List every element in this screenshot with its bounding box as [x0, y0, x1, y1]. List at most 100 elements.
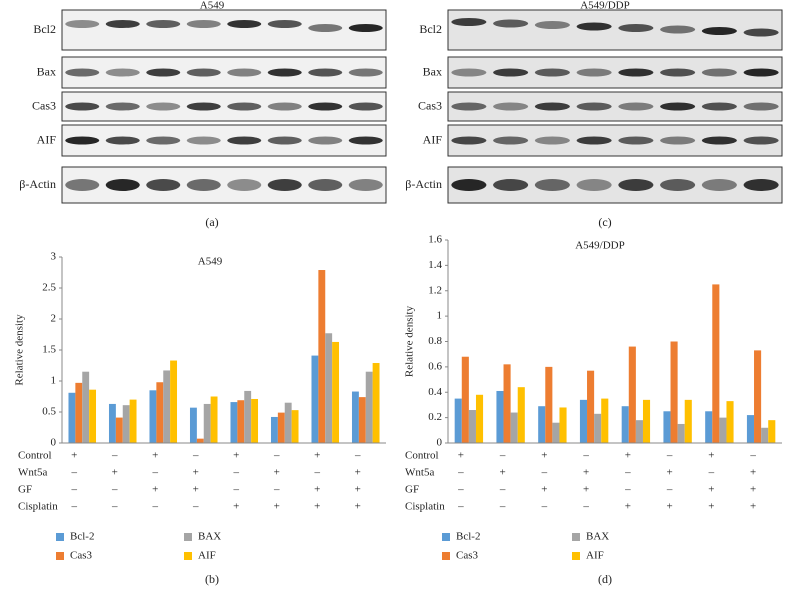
blot-row-label: Cas3 [32, 98, 56, 112]
blot-band [576, 102, 612, 111]
blot-band [348, 24, 383, 32]
bar [642, 399, 651, 443]
chart-title: A549/DDP [575, 240, 625, 252]
bar [517, 387, 525, 443]
bar [311, 355, 319, 443]
treatment-sign: – [111, 501, 118, 513]
treatment-sign: + [667, 501, 673, 513]
treatment-sign: – [749, 450, 756, 462]
bar [545, 366, 553, 443]
bar [284, 402, 292, 443]
treatment-sign: – [457, 484, 464, 496]
treatment-sign: + [625, 450, 631, 462]
bar [454, 398, 462, 443]
bar [372, 363, 380, 443]
blot-band [743, 136, 779, 145]
treatment-label: Cisplatin [18, 501, 58, 513]
blot-band [534, 179, 570, 191]
bar [746, 415, 755, 443]
treatment-sign: – [192, 501, 199, 513]
treatment-sign: – [354, 450, 361, 462]
blot-band [618, 136, 654, 145]
blot-band [493, 179, 529, 191]
blot-band [701, 27, 737, 35]
bar [754, 350, 762, 443]
blot-band [576, 22, 612, 31]
treatment-sign: + [500, 467, 506, 479]
treatment-sign: + [583, 467, 589, 479]
blot-band [451, 68, 487, 77]
treatment-sign: + [71, 450, 77, 462]
treatment-sign: – [152, 467, 159, 479]
legend-label: BAX [586, 531, 609, 543]
blot-band [451, 18, 487, 26]
bar [552, 422, 560, 443]
treatment-sign: + [274, 501, 280, 513]
blot-band [105, 179, 140, 191]
bar [115, 417, 123, 443]
bar [761, 427, 769, 443]
blot-band [451, 136, 487, 145]
treatment-sign: – [314, 467, 321, 479]
bar [251, 398, 259, 443]
blot-band [105, 68, 140, 77]
legend-label: Bcl-2 [70, 531, 94, 543]
bar [670, 341, 678, 443]
blot-band [186, 179, 221, 191]
treatment-label: Wnt5a [18, 467, 47, 479]
blot-band [701, 68, 737, 77]
blot-band [743, 28, 779, 37]
blot-band [65, 102, 100, 111]
blot-band [267, 179, 302, 191]
treatment-sign: – [624, 467, 631, 479]
treatment-sign: – [499, 484, 506, 496]
legend-label: Cas3 [70, 550, 93, 562]
bar [210, 396, 218, 443]
blot-band [743, 68, 779, 77]
blot-band [451, 179, 487, 191]
blot-band [65, 179, 100, 191]
y-tick-label: 2 [51, 313, 57, 325]
treatment-sign: + [541, 450, 547, 462]
y-tick-label: 0.5 [42, 406, 56, 418]
blot-band [451, 102, 487, 111]
treatment-sign: – [233, 467, 240, 479]
treatment-sign: – [541, 501, 548, 513]
blot-band [186, 20, 221, 28]
blot-band [186, 68, 221, 77]
blot-band [534, 102, 570, 111]
blot-title: A549 [200, 0, 225, 12]
treatment-sign: – [582, 450, 589, 462]
blot-band [493, 19, 529, 28]
blot-band [308, 179, 343, 191]
bar [156, 382, 164, 443]
bar [163, 370, 171, 443]
bar [503, 364, 511, 443]
bar [68, 392, 76, 443]
treatment-sign: – [273, 484, 280, 496]
blot-band [743, 102, 779, 111]
bar [149, 390, 157, 443]
bar [635, 420, 643, 443]
blot-band [308, 136, 343, 145]
blot-band [701, 136, 737, 145]
bar [325, 333, 333, 443]
bar [538, 406, 546, 443]
blot-band [146, 179, 181, 191]
bar [559, 407, 567, 443]
blot-band [493, 136, 529, 145]
treatment-sign: + [541, 484, 547, 496]
blot-band [618, 102, 654, 111]
treatment-sign: – [192, 450, 199, 462]
bar [89, 389, 97, 443]
treatment-sign: – [273, 450, 280, 462]
blot-band [146, 136, 181, 145]
bar [82, 371, 90, 443]
blot-band [267, 102, 302, 111]
blot-band [660, 179, 696, 191]
treatment-sign: + [355, 467, 361, 479]
bar [468, 410, 476, 443]
legend-swatch [184, 552, 192, 560]
blot-band [618, 24, 654, 32]
treatment-sign: – [71, 467, 78, 479]
